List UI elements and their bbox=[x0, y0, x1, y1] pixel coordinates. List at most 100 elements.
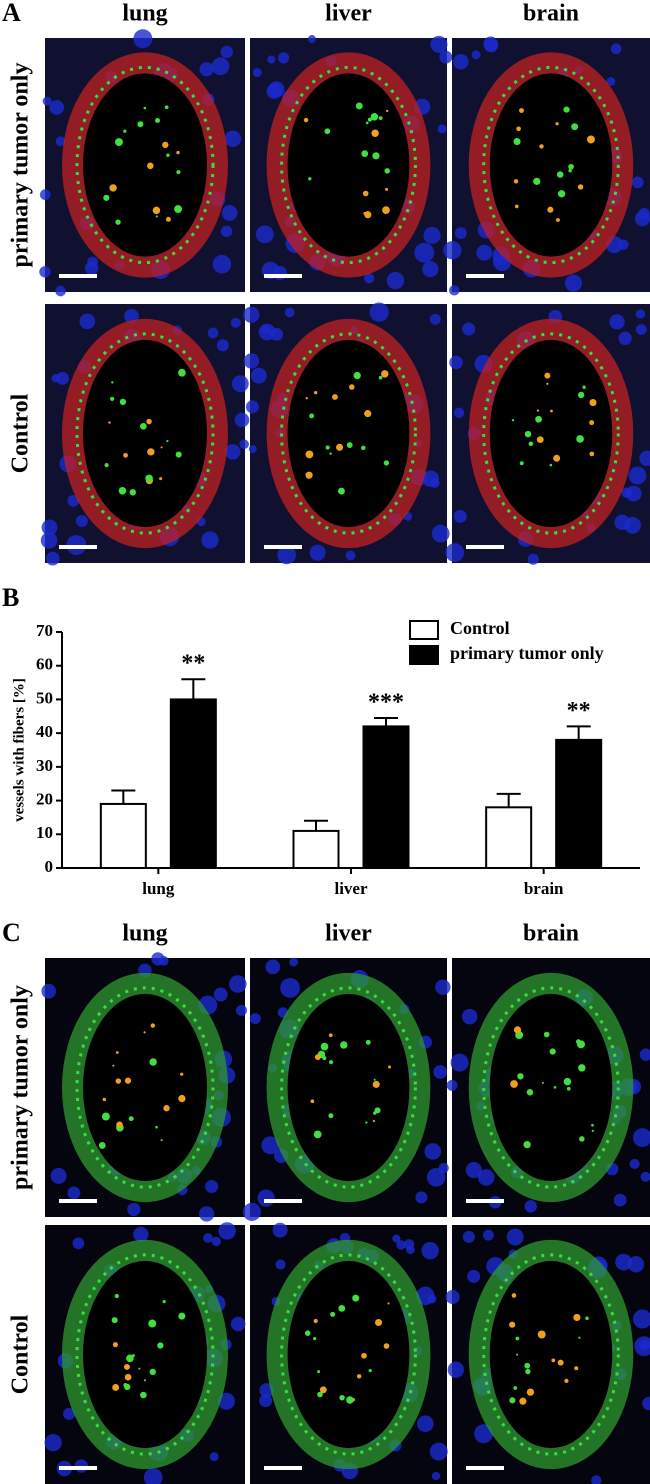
nucleus bbox=[41, 519, 58, 536]
signal bbox=[304, 1330, 311, 1336]
vessel-wall bbox=[266, 1239, 431, 1470]
signal bbox=[368, 1368, 372, 1373]
signal bbox=[526, 1088, 534, 1096]
signal bbox=[541, 1081, 544, 1084]
y-tick-label: 30 bbox=[36, 756, 53, 775]
signal bbox=[108, 421, 111, 424]
signal bbox=[577, 391, 585, 399]
nucleus bbox=[243, 353, 260, 369]
nucleus bbox=[445, 1290, 460, 1305]
signal bbox=[178, 1094, 186, 1103]
micrograph bbox=[242, 957, 451, 1221]
signal bbox=[515, 1336, 520, 1341]
signal bbox=[526, 1388, 535, 1396]
signal bbox=[176, 170, 181, 175]
nucleus bbox=[474, 1424, 494, 1444]
x-tick-label: brain bbox=[524, 879, 564, 898]
signal bbox=[329, 1060, 334, 1065]
nucleus bbox=[259, 1394, 273, 1408]
signal bbox=[544, 372, 551, 379]
signal bbox=[361, 150, 369, 158]
signal bbox=[353, 371, 361, 380]
signal bbox=[513, 179, 519, 184]
vessel-wall bbox=[266, 318, 431, 549]
nucleus bbox=[252, 68, 262, 78]
signal bbox=[180, 1072, 184, 1076]
signal bbox=[516, 1353, 519, 1356]
signal bbox=[305, 471, 313, 479]
signal bbox=[372, 152, 380, 160]
signal bbox=[102, 1097, 107, 1102]
nucleus bbox=[406, 1245, 415, 1255]
signal bbox=[589, 451, 595, 457]
nucleus bbox=[255, 225, 274, 244]
signal bbox=[511, 419, 515, 422]
signal bbox=[328, 1113, 334, 1119]
signal bbox=[160, 1139, 163, 1142]
nucleus bbox=[477, 1169, 495, 1186]
nucleus bbox=[506, 1228, 524, 1246]
signal bbox=[166, 439, 169, 443]
nucleus bbox=[42, 96, 52, 106]
nucleus bbox=[632, 1128, 650, 1147]
nucleus bbox=[235, 1004, 247, 1016]
nucleus bbox=[524, 1200, 537, 1213]
signal bbox=[355, 102, 363, 110]
signal bbox=[310, 1099, 315, 1104]
nucleus bbox=[445, 543, 465, 562]
nucleus bbox=[591, 1475, 602, 1484]
nucleus bbox=[635, 309, 646, 319]
signal bbox=[319, 1386, 327, 1394]
signal bbox=[320, 1042, 329, 1051]
nucleus bbox=[221, 205, 238, 221]
signal bbox=[573, 1313, 581, 1322]
signal bbox=[385, 187, 389, 191]
nucleus bbox=[55, 136, 66, 147]
signal bbox=[112, 1384, 120, 1391]
vessel-lumen bbox=[83, 993, 207, 1182]
nucleus bbox=[284, 307, 295, 318]
signal bbox=[115, 138, 123, 147]
signal bbox=[162, 141, 169, 149]
signal bbox=[143, 1379, 146, 1382]
y-tick-label: 60 bbox=[36, 655, 53, 674]
signal bbox=[364, 211, 372, 219]
bar bbox=[362, 725, 410, 870]
nucleus bbox=[63, 1407, 75, 1420]
significance: ** bbox=[567, 698, 591, 724]
nucleus bbox=[471, 50, 481, 60]
fibers bbox=[75, 65, 215, 265]
nucleus bbox=[414, 242, 435, 263]
signal bbox=[589, 399, 597, 407]
signal bbox=[543, 1031, 550, 1038]
signal bbox=[586, 135, 595, 144]
signal bbox=[178, 1312, 186, 1320]
micrograph bbox=[243, 302, 450, 565]
signal bbox=[152, 206, 161, 215]
signal bbox=[365, 121, 369, 125]
nucleus bbox=[67, 1186, 81, 1200]
nucleus bbox=[610, 43, 622, 55]
error-bar bbox=[374, 716, 398, 727]
signal bbox=[576, 435, 584, 443]
signal bbox=[305, 450, 314, 459]
micrograph bbox=[44, 1222, 246, 1484]
legend-label: Control bbox=[450, 618, 510, 638]
signal bbox=[163, 1105, 170, 1112]
x-tick-label: lung bbox=[142, 879, 175, 898]
vessel-lumen bbox=[287, 339, 410, 528]
nucleus bbox=[483, 36, 499, 52]
signal bbox=[589, 420, 595, 426]
fibers bbox=[482, 65, 620, 265]
signal bbox=[517, 1073, 524, 1080]
signal bbox=[128, 1116, 134, 1122]
signal bbox=[557, 190, 566, 198]
signal bbox=[143, 106, 147, 110]
signal bbox=[513, 1386, 518, 1390]
nucleus bbox=[224, 444, 241, 460]
fibers bbox=[75, 986, 215, 1189]
nucleus bbox=[421, 1242, 439, 1260]
signal bbox=[313, 1318, 318, 1324]
signal bbox=[103, 194, 110, 201]
nucleus bbox=[265, 959, 281, 975]
